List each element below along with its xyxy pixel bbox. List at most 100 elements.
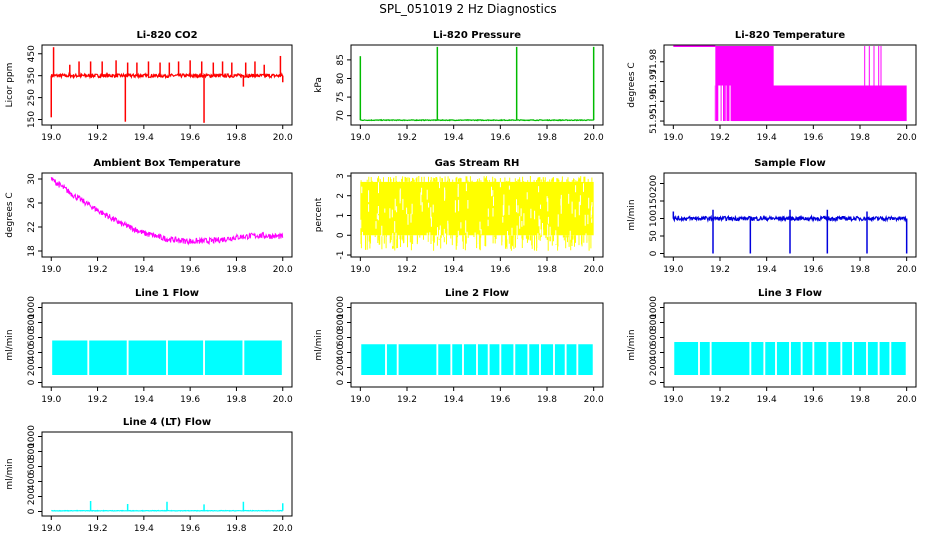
flow-band <box>842 342 853 375</box>
x-tick-label: 19.4 <box>444 133 464 143</box>
x-tick-label: 19.8 <box>226 133 246 143</box>
series-line1 <box>52 340 282 375</box>
y-tick-label: 85 <box>336 54 346 65</box>
x-tick-label: 19.4 <box>134 395 154 405</box>
panel-title: Li-820 Pressure <box>433 30 521 41</box>
flow-band <box>711 342 750 375</box>
series-sample_flow <box>672 209 908 254</box>
temp-upper-band <box>715 45 774 86</box>
plot-frame <box>41 431 293 517</box>
flow-band <box>438 344 451 375</box>
x-tick-label: 19.0 <box>41 265 61 275</box>
plot-frame <box>663 44 917 126</box>
y-tick-label: 250 <box>27 89 37 106</box>
flow-band <box>751 342 764 375</box>
x-tick-label: 19.4 <box>134 265 154 275</box>
plot-frame <box>41 44 293 126</box>
flow-band <box>489 344 500 375</box>
panel-title: Ambient Box Temperature <box>93 158 240 169</box>
y-tick-label: 0 <box>649 379 659 385</box>
flow-band <box>361 344 386 375</box>
x-tick-label: 19.0 <box>350 395 370 405</box>
y-tick-label: 600 <box>27 458 37 475</box>
y-axis-label: ml/min <box>627 329 637 360</box>
flow-band <box>765 342 776 375</box>
y-tick-label: 400 <box>649 344 659 361</box>
y-tick-label: 30 <box>27 173 37 185</box>
flow-band <box>515 344 528 375</box>
panel-line1: Line 1 Flow ml/min 19.0 19.2 19.4 19.6 19.8 20.… <box>5 288 293 405</box>
y-tick-label: 800 <box>336 314 346 331</box>
figure-title: SPL_051019 2 Hz Diagnostics <box>379 2 557 16</box>
x-tick-label: 20.0 <box>897 265 917 275</box>
y-tick-label: 800 <box>649 314 659 331</box>
y-tick-label: 0 <box>27 508 37 514</box>
panel-sample_flow: Sample Flow ml/min 19.0 19.2 19.4 19.6 19.8 20.… <box>627 158 917 275</box>
x-tick-label: 20.0 <box>584 133 604 143</box>
series-line2 <box>361 344 593 375</box>
x-tick-label: 19.2 <box>88 395 108 405</box>
x-tick-label: 19.0 <box>350 133 370 143</box>
flow-band <box>167 340 204 375</box>
y-tick-label: 100 <box>649 210 659 227</box>
panel-title: Line 3 Flow <box>758 288 822 299</box>
temp-lower-band <box>731 85 907 122</box>
panel-line2: Line 2 Flow ml/min 19.0 19.2 19.4 19.6 19.8 20.… <box>314 288 604 405</box>
flow-band <box>477 344 488 375</box>
flow-band <box>89 340 127 375</box>
y-tick-label: 400 <box>27 344 37 361</box>
y-tick-label: 18 <box>27 245 37 257</box>
plot-frame <box>41 302 293 388</box>
x-tick-label: 19.8 <box>537 265 557 275</box>
flow-band <box>501 344 514 375</box>
x-tick-label: 19.2 <box>88 133 108 143</box>
y-tick-label: 150 <box>27 111 37 128</box>
x-tick-label: 19.2 <box>88 524 108 534</box>
flow-band <box>554 344 565 375</box>
flow-band <box>566 344 577 375</box>
y-tick-label: 80 <box>336 72 346 84</box>
x-tick-label: 20.0 <box>584 395 604 405</box>
flow-band <box>828 342 841 375</box>
x-tick-label: 19.6 <box>180 265 200 275</box>
x-tick-label: 20.0 <box>897 395 917 405</box>
y-tick-label: 1 <box>336 213 346 219</box>
x-tick-label: 19.6 <box>803 395 823 405</box>
y-tick-label: -1 <box>336 251 346 260</box>
x-tick-label: 19.6 <box>803 133 823 143</box>
panel-co2: Li-820 CO2 Licor ppm 19.0 19.2 19.4 19.6 19.8 2… <box>5 30 293 143</box>
y-tick-label: 51.97 <box>649 69 659 95</box>
y-tick-label: 600 <box>336 329 346 346</box>
x-tick-label: 19.0 <box>350 265 370 275</box>
panel-line4: Line 4 (LT) Flow ml/min 19.0 19.2 19.4 19.6 19… <box>5 417 293 534</box>
panel-title: Line 2 Flow <box>445 288 509 299</box>
panel-line3: Line 3 Flow ml/min 19.0 19.2 19.4 19.6 19.8 20.… <box>627 288 917 405</box>
y-tick-label: 0 <box>27 379 37 385</box>
plot-frame <box>41 172 293 258</box>
y-tick-label: 350 <box>27 67 37 84</box>
y-tick-label: 51.95 <box>649 108 659 134</box>
panel-title: Gas Stream RH <box>435 158 520 169</box>
y-tick-label: 800 <box>27 314 37 331</box>
x-tick-label: 20.0 <box>273 524 293 534</box>
flow-band <box>853 342 867 375</box>
flow-band <box>128 340 167 375</box>
x-tick-label: 19.4 <box>134 133 154 143</box>
panel-rh: Gas Stream RH percent 19.0 19.2 19.4 19.6 19.8… <box>314 158 604 275</box>
y-tick-label: 70 <box>336 110 346 122</box>
series-line <box>50 177 284 246</box>
series-line4 <box>51 501 284 512</box>
x-tick-label: 20.0 <box>273 395 293 405</box>
x-tick-label: 19.2 <box>710 395 730 405</box>
y-tick-label: 2 <box>336 193 346 199</box>
y-tick-label: 200 <box>649 359 659 376</box>
y-tick-label: 22 <box>27 221 37 232</box>
x-tick-label: 19.4 <box>444 395 464 405</box>
x-tick-label: 19.8 <box>226 395 246 405</box>
y-axis-label: ml/min <box>314 329 324 360</box>
x-tick-label: 19.6 <box>490 265 510 275</box>
x-tick-label: 19.0 <box>41 133 61 143</box>
y-tick-label: 150 <box>649 192 659 209</box>
x-tick-label: 20.0 <box>273 133 293 143</box>
